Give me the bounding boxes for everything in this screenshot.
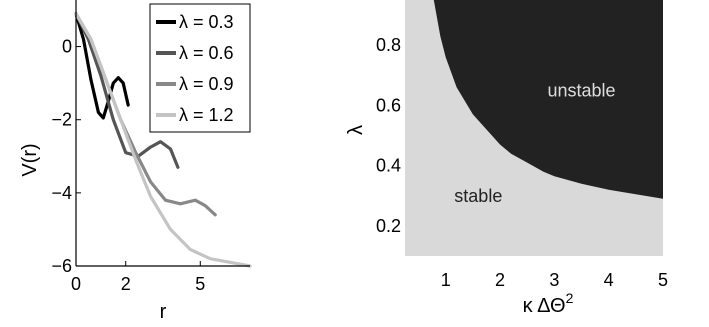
left-x-tick-label: 0 <box>71 274 81 294</box>
left-x-tick-label: 2 <box>121 274 131 294</box>
left-y-tick-label: 0 <box>62 37 72 57</box>
right-x-tick-label: 2 <box>495 270 505 290</box>
right-x-axis-label: κ ΔΘ2 <box>523 290 574 317</box>
right-x-tick-label: 3 <box>549 270 559 290</box>
unstable-region <box>433 0 663 199</box>
left-x-tick-label: 5 <box>195 274 205 294</box>
series-line-3 <box>74 12 252 268</box>
legend-label-0: λ = 0.3 <box>179 12 234 32</box>
right-y-tick-label: 0.2 <box>376 216 401 236</box>
legend-label-3: λ = 1.2 <box>179 105 234 125</box>
right-x-tick-label: 1 <box>441 270 451 290</box>
right-y-axis-label: λ <box>345 125 367 135</box>
legend-box <box>149 3 251 133</box>
legend-label-1: λ = 0.6 <box>179 43 234 63</box>
right-x-tick-label: 5 <box>658 270 668 290</box>
stability-chart: unstable stable 1 2 3 4 50.20.40.60.8 κ ΔΘ2 … <box>345 0 668 317</box>
legend-label-2: λ = 0.9 <box>179 74 234 94</box>
left-y-axis-label: V(r) <box>19 143 41 176</box>
left-x-axis-label: r <box>160 301 167 323</box>
right-y-tick-label: 0.4 <box>376 156 401 176</box>
series-line-0 <box>74 12 130 120</box>
potential-series-group <box>74 12 252 268</box>
left-y-tick-label: −6 <box>51 256 72 276</box>
left-ticks: 0 2 5 0 −2 −4 −6 <box>51 37 205 294</box>
legend: λ = 0.3 λ = 0.6 λ = 0.9 λ = 1.2 <box>149 3 251 133</box>
right-y-tick-label: 0.6 <box>376 95 401 115</box>
stable-region-label: stable <box>454 186 502 206</box>
unstable-region-label: unstable <box>547 80 615 100</box>
potential-chart: 0 2 50−2−4−6 r V(r) λ = 0.3λ = 0.6λ = 0.9λ… <box>19 0 252 323</box>
right-ticks: 1 2 3 4 5 0.2 0.4 0.6 0.8 <box>376 35 668 290</box>
left-y-tick-label: −4 <box>51 183 72 203</box>
left-y-tick-label: −2 <box>51 110 72 130</box>
right-y-tick-label: 0.8 <box>376 35 401 55</box>
right-x-tick-label: 4 <box>604 270 614 290</box>
series-line-1 <box>74 12 180 169</box>
